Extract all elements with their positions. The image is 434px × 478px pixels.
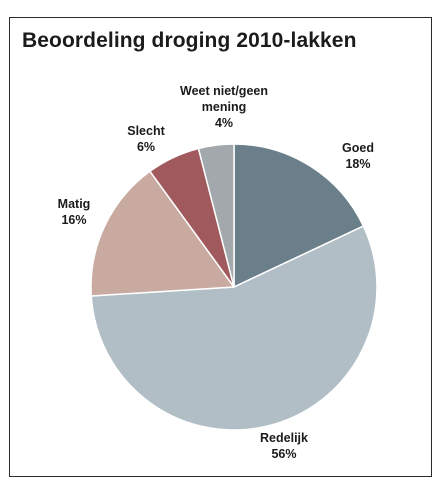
slice-name: Redelijk bbox=[260, 431, 308, 445]
chart-title: Beoordeling droging 2010-lakken bbox=[22, 29, 357, 52]
slice-label-goed: Goed 18% bbox=[342, 141, 374, 171]
slice-label-slecht: Slecht 6% bbox=[127, 124, 165, 154]
slice-name: Matig bbox=[58, 197, 91, 211]
slice-label-redelijk: Redelijk 56% bbox=[260, 431, 308, 461]
pie-slice-goed bbox=[233, 143, 365, 288]
pie-slice-redelijk bbox=[90, 225, 378, 431]
slice-name: Weet niet/geen bbox=[180, 84, 268, 98]
slice-value-label: 4% bbox=[215, 116, 233, 130]
pie-slice-matig bbox=[90, 170, 235, 297]
slice-value-label: 56% bbox=[271, 447, 296, 461]
slice-name: Goed bbox=[342, 141, 374, 155]
slice-value-label: 6% bbox=[137, 140, 155, 154]
slice-label-matig: Matig 16% bbox=[58, 197, 91, 227]
pie-slice-weet-niet-geen-mening bbox=[197, 143, 235, 288]
slice-value-label: 18% bbox=[345, 157, 370, 171]
slice-label-weet-niet-geen-mening: Weet niet/geen mening 4% bbox=[180, 84, 268, 130]
pie-chart: Goed 18% Redelijk 56% Matig 16% Slecht 6% Weet n… bbox=[58, 84, 378, 461]
slice-value-label: 16% bbox=[61, 213, 86, 227]
slice-name: mening bbox=[202, 100, 246, 114]
chart-frame: Beoordeling droging 2010-lakken Goed 18% R… bbox=[9, 17, 432, 477]
slice-name: Slecht bbox=[127, 124, 165, 138]
